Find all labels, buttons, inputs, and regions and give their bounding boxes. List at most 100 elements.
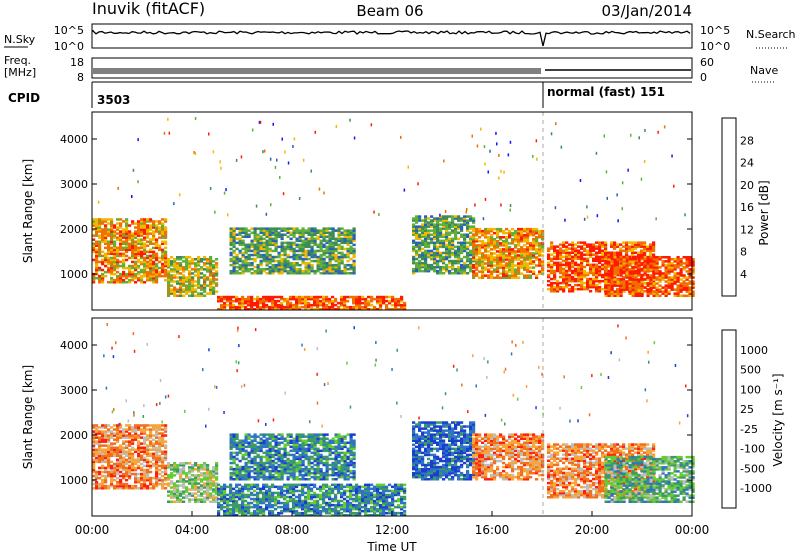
echo-cell [298, 257, 302, 261]
echo-cell [619, 258, 623, 261]
echo-cell [170, 290, 174, 293]
echo-cell [685, 256, 689, 259]
echo-cell [268, 235, 272, 238]
echo-cell [164, 468, 168, 472]
echo-cell [137, 440, 141, 443]
echo-cell [110, 266, 114, 270]
echo-cell [418, 233, 422, 236]
echo-cell [164, 478, 168, 482]
echo-cell [119, 462, 123, 466]
echo-cell [523, 262, 527, 265]
echo-cell [481, 264, 485, 267]
echo-cell [292, 243, 296, 247]
echo-cell [628, 261, 632, 265]
echo-cell [427, 253, 431, 257]
echo-cell [264, 149, 266, 153]
echo-cell [232, 227, 236, 230]
echo-cell [502, 229, 506, 233]
echo-cell [149, 224, 153, 227]
echo-cell [104, 426, 108, 429]
echo-cell [149, 270, 153, 274]
nave-label: Nave [750, 64, 778, 77]
echo-cell [152, 276, 156, 280]
echo-cell [149, 254, 153, 258]
echo-cell [490, 240, 494, 243]
echo-cell [565, 263, 569, 267]
echo-cell [316, 237, 320, 241]
echo-cell [649, 275, 653, 279]
echo-cell [229, 229, 233, 232]
echo-cell [286, 308, 290, 311]
echo-cell [140, 234, 144, 237]
echo-cell [140, 487, 144, 490]
echo-cell [445, 229, 449, 232]
echo-cell [427, 229, 431, 232]
echo-cell [292, 272, 296, 275]
echo-cell [556, 281, 560, 285]
echo-cell [361, 301, 365, 305]
echo-cell [631, 282, 635, 285]
echo-cell [119, 480, 123, 484]
echo-cell [319, 235, 323, 238]
colorbar-tick-label: 20 [740, 179, 754, 192]
echo-cell [125, 232, 129, 235]
echo-cell [352, 269, 356, 273]
echo-cell [565, 269, 569, 273]
echo-cell [691, 266, 695, 269]
echo-cell [358, 297, 362, 301]
echo-cell [562, 269, 566, 273]
echo-cell [110, 268, 114, 272]
echo-cell [98, 218, 102, 221]
echo-cell [607, 290, 611, 293]
echo-cell [628, 278, 632, 281]
echo-cell [185, 462, 189, 465]
echo-cell [268, 272, 272, 275]
echo-cell [478, 264, 482, 267]
echo-cell [319, 295, 323, 299]
echo-cell [595, 241, 599, 244]
echo-cell [658, 276, 662, 279]
echo-cell [586, 287, 590, 291]
echo-cell [682, 294, 686, 297]
echo-cell [167, 290, 171, 293]
echo-cell [92, 430, 96, 433]
echo-cell [565, 285, 569, 289]
echo-cell [451, 267, 455, 271]
echo-cell [131, 452, 135, 456]
echo-cell [547, 275, 551, 279]
echo-cell [340, 245, 344, 249]
echo-cell [484, 268, 488, 271]
echo-cell [664, 280, 668, 283]
echo-cell [244, 229, 248, 232]
echo-cell [670, 258, 674, 261]
echo-cell [149, 487, 153, 490]
echo-cell [460, 243, 464, 247]
echo-cell [262, 233, 266, 236]
echo-cell [526, 229, 530, 233]
echo-cell [146, 260, 150, 264]
echo-cell [295, 297, 299, 301]
echo-cell [259, 272, 263, 275]
echo-cell [235, 297, 239, 301]
echo-cell [155, 238, 159, 241]
echo-cell [173, 482, 177, 485]
echo-cell [628, 288, 632, 291]
echo-cell [134, 256, 138, 260]
echo-cell [250, 301, 254, 305]
echo-cell [583, 271, 587, 275]
echo-cell [286, 272, 290, 275]
echo-cell [137, 450, 141, 453]
echo-cell [364, 305, 368, 309]
echo-cell [143, 236, 147, 239]
echo-cell [107, 428, 111, 431]
echo-cell [158, 424, 162, 427]
echo-cell [122, 236, 126, 239]
echo-cell [137, 444, 141, 447]
echo-cell [352, 263, 356, 267]
echo-cell [182, 492, 186, 495]
echo-cell [164, 470, 168, 474]
echo-cell [439, 227, 443, 230]
echo-cell [337, 237, 341, 241]
echo-cell [128, 244, 132, 247]
echo-cell [610, 253, 614, 256]
